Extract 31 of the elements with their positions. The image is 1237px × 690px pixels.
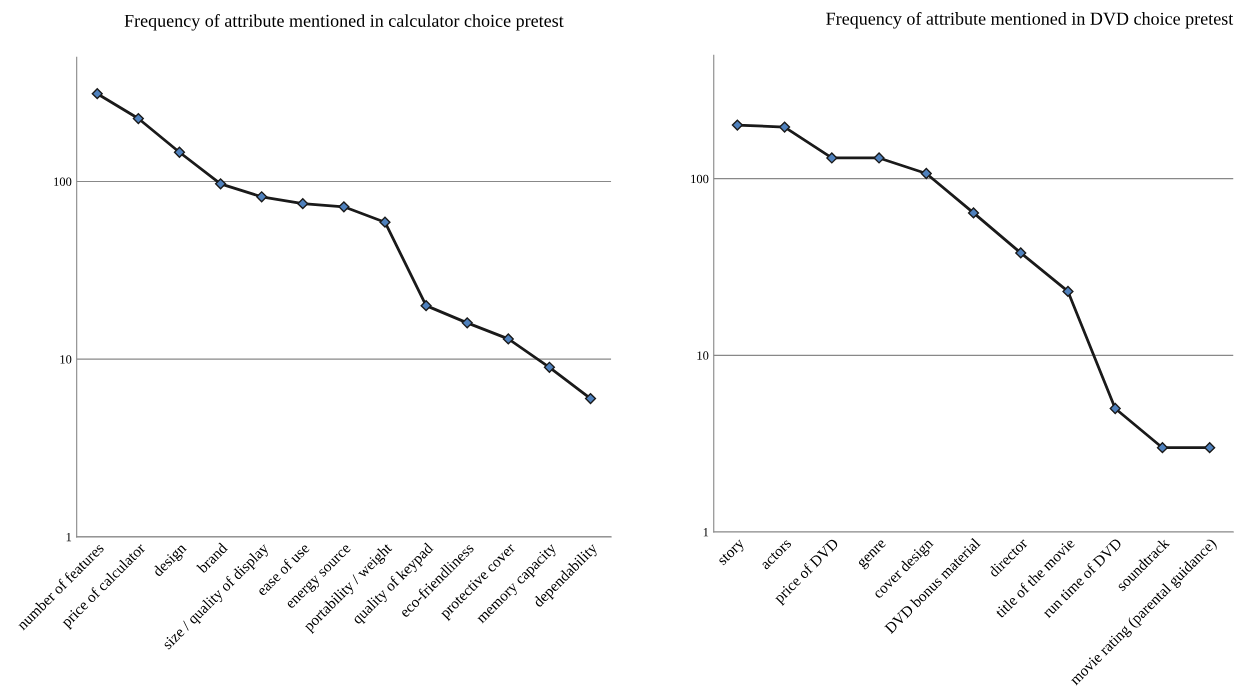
point — [132, 112, 144, 125]
point — [461, 317, 473, 329]
point — [1204, 442, 1216, 454]
chart-title: Frequency of attribute mentioned in DVD choice pretest — [826, 11, 1234, 29]
point — [379, 216, 391, 228]
point — [1156, 442, 1169, 454]
chart-title: Frequency of attribute mentioned in calculator choice pretest — [124, 14, 564, 31]
point — [543, 361, 556, 373]
point — [1015, 247, 1027, 259]
y-tick-label: 10 — [697, 351, 709, 360]
y-tick-label: 1 — [703, 528, 709, 537]
point — [91, 88, 103, 100]
point — [731, 119, 743, 131]
point — [584, 392, 597, 405]
y-tick-label: 10 — [60, 355, 72, 364]
point — [214, 178, 227, 190]
point — [420, 300, 432, 312]
point — [826, 152, 838, 164]
point — [502, 333, 514, 345]
point — [1062, 285, 1074, 298]
point — [967, 207, 980, 219]
point — [1109, 402, 1121, 415]
y-tick-label: 100 — [691, 174, 709, 184]
point — [256, 191, 268, 203]
y-tick-label: 100 — [54, 177, 72, 186]
y-tick-label: 1 — [66, 532, 72, 542]
point — [338, 201, 350, 213]
point — [173, 146, 186, 158]
point — [778, 121, 791, 133]
point — [920, 167, 932, 180]
point — [297, 198, 309, 210]
